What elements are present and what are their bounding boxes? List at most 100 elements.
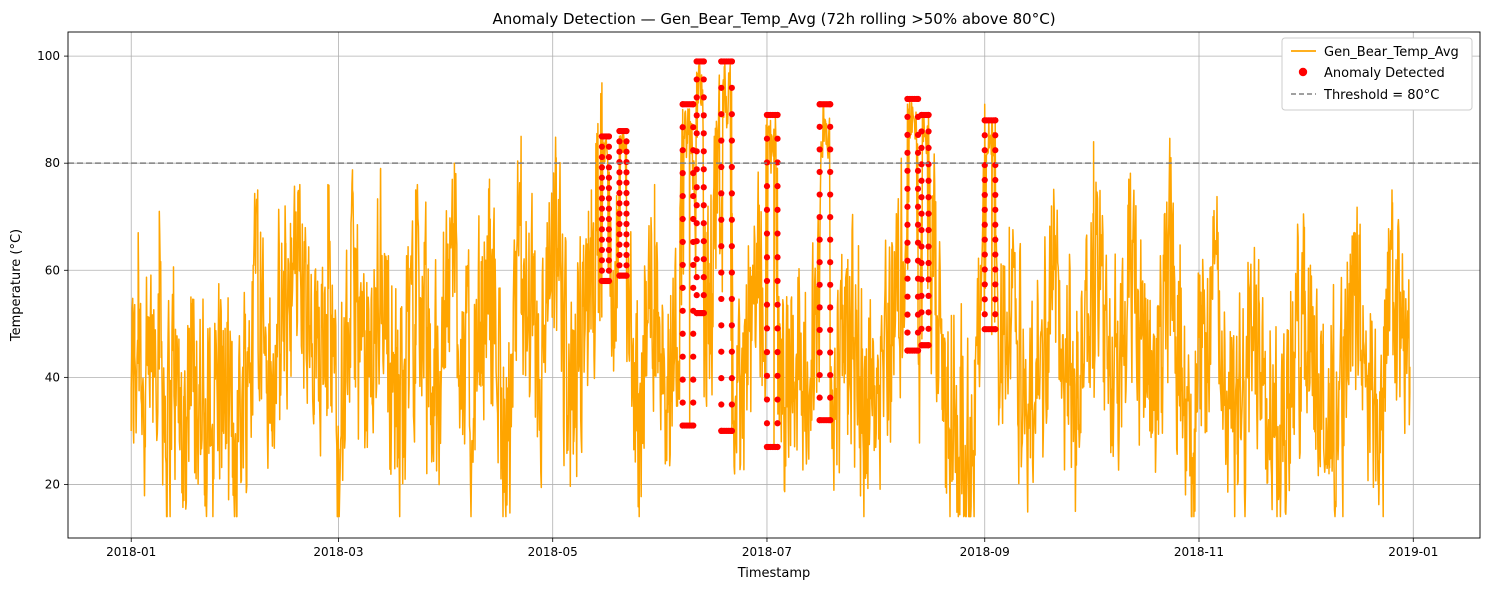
anomaly-point xyxy=(718,243,725,250)
anomaly-point xyxy=(623,148,630,155)
anomaly-point xyxy=(598,195,605,202)
anomaly-point xyxy=(992,326,999,333)
anomaly-point xyxy=(623,272,630,279)
anomaly-point xyxy=(679,147,686,154)
anomaly-point xyxy=(718,190,725,197)
anomaly-point xyxy=(623,251,630,259)
anomaly-point xyxy=(605,174,613,181)
anomaly-point xyxy=(598,153,605,161)
anomaly-point xyxy=(925,292,932,300)
anomaly-point xyxy=(605,184,613,192)
anomaly-point xyxy=(700,166,707,173)
anomaly-point xyxy=(914,221,922,228)
anomaly-segment xyxy=(598,133,613,285)
anomaly-point xyxy=(700,202,707,209)
anomaly-point xyxy=(981,191,988,199)
anomaly-point xyxy=(728,401,735,408)
anomaly-point xyxy=(918,325,925,332)
anomaly-point xyxy=(605,143,613,150)
anomaly-point xyxy=(679,307,686,314)
anomaly-point xyxy=(605,164,613,171)
anomaly-point xyxy=(981,251,988,258)
anomaly-point xyxy=(904,293,911,300)
anomaly-point xyxy=(718,375,725,382)
anomaly-point xyxy=(700,220,707,227)
anomaly-point xyxy=(992,281,999,288)
anomaly-point xyxy=(728,137,735,144)
anomaly-point xyxy=(728,163,735,171)
anomaly-point xyxy=(623,241,630,248)
anomaly-point xyxy=(616,231,623,238)
plot-frame xyxy=(67,31,1481,539)
anomaly-point xyxy=(598,257,605,264)
legend-anomaly-marker xyxy=(1298,67,1308,77)
anomaly-point xyxy=(904,131,911,138)
anomaly-point xyxy=(616,262,623,269)
anomaly-point xyxy=(728,190,735,197)
anomaly-point xyxy=(700,76,707,83)
anomaly-point xyxy=(918,144,925,151)
anomaly-point xyxy=(700,112,707,119)
anomaly-point xyxy=(914,149,922,156)
anomaly-point xyxy=(981,132,988,139)
anomaly-point xyxy=(693,76,700,83)
anomaly-point xyxy=(763,206,771,213)
anomaly-point xyxy=(605,133,613,140)
anomaly-point xyxy=(816,168,823,176)
anomaly-point xyxy=(679,376,686,383)
anomaly-point xyxy=(904,167,911,174)
anomaly-segment xyxy=(816,101,834,424)
anomaly-point xyxy=(598,164,605,171)
anomaly-point xyxy=(774,443,781,451)
anomaly-point xyxy=(774,254,781,261)
anomaly-point xyxy=(918,194,925,201)
anomaly-point xyxy=(925,194,932,201)
anomaly-point xyxy=(763,301,771,308)
anomaly-point xyxy=(925,128,932,135)
anomaly-point xyxy=(827,371,834,379)
anomaly-point xyxy=(763,183,771,190)
anomaly-point xyxy=(992,132,999,139)
anomaly-point xyxy=(623,231,630,238)
anomaly-point xyxy=(623,158,630,166)
anomaly-point xyxy=(605,267,613,274)
anomaly-point xyxy=(693,148,700,155)
anomaly-point xyxy=(981,236,988,243)
anomaly-point xyxy=(816,123,823,130)
anomaly-point xyxy=(981,221,988,228)
anomaly-point xyxy=(623,220,630,228)
anomaly-point xyxy=(605,153,613,161)
anomaly-point xyxy=(718,216,725,223)
anomaly-segment xyxy=(918,111,932,349)
anomaly-segment xyxy=(616,127,630,279)
anomaly-point xyxy=(693,130,700,137)
anomaly-point xyxy=(690,101,697,108)
anomaly-point xyxy=(904,311,911,318)
anomaly-point xyxy=(693,238,700,245)
anomaly-point xyxy=(992,191,999,199)
legend-threshold-label: Threshold = 80°C xyxy=(1323,88,1439,103)
anomaly-point xyxy=(598,267,605,274)
anomaly-segment xyxy=(679,101,697,429)
anomaly-point xyxy=(774,301,781,308)
anomaly-point xyxy=(623,138,630,145)
y-tick-label: 60 xyxy=(45,263,60,277)
y-tick-label: 80 xyxy=(45,156,60,170)
anomaly-point xyxy=(700,184,707,191)
anomaly-point xyxy=(981,147,988,154)
anomaly-point xyxy=(623,179,630,186)
data-layer xyxy=(68,58,1480,518)
anomaly-point xyxy=(904,275,911,282)
anomaly-point xyxy=(816,281,823,288)
anomaly-point xyxy=(728,58,735,65)
anomaly-point xyxy=(598,215,605,223)
anomaly-point xyxy=(693,184,700,191)
anomaly-point xyxy=(763,325,771,332)
anomaly-point xyxy=(605,215,613,223)
legend-series-label: Gen_Bear_Temp_Avg xyxy=(1324,45,1459,60)
anomaly-point xyxy=(925,325,932,332)
anomaly-point xyxy=(718,137,725,144)
anomaly-point xyxy=(774,111,781,119)
anomaly-point xyxy=(616,241,623,248)
